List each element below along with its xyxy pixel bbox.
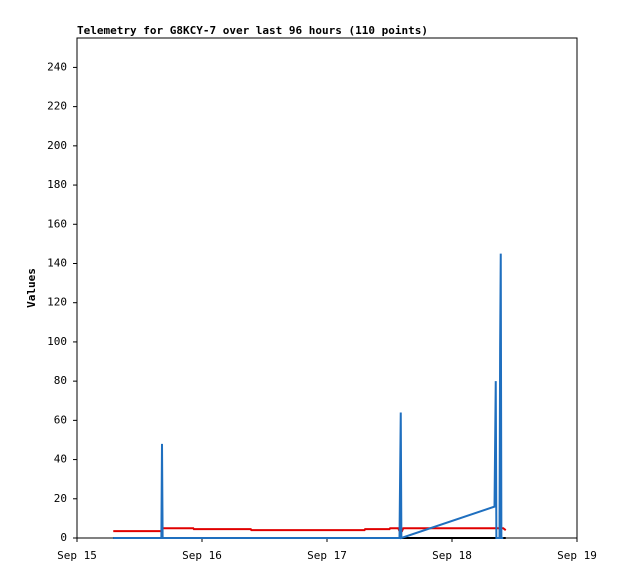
- y-tick-label: 80: [54, 374, 67, 387]
- y-tick-label: 160: [47, 217, 67, 230]
- y-tick-label: 140: [47, 256, 67, 269]
- y-tick-label: 240: [47, 60, 67, 73]
- y-tick-label: 200: [47, 139, 67, 152]
- y-tick-label: 120: [47, 296, 67, 309]
- x-tick-label: Sep 17: [307, 549, 347, 562]
- y-tick-label: 220: [47, 100, 67, 113]
- y-tick-label: 20: [54, 492, 67, 505]
- x-tick-label: Sep 18: [432, 549, 472, 562]
- y-tick-label: 40: [54, 453, 67, 466]
- y-tick-label: 60: [54, 413, 67, 426]
- x-tick-label: Sep 16: [182, 549, 222, 562]
- data-line: [113, 253, 504, 540]
- data-line: [113, 527, 507, 533]
- y-axis-label: Values: [25, 268, 38, 308]
- y-tick-label: 180: [47, 178, 67, 191]
- y-tick-label: 100: [47, 335, 67, 348]
- x-tick-label: Sep 19: [557, 549, 597, 562]
- x-tick-label: Sep 15: [57, 549, 97, 562]
- y-tick-label: 0: [60, 531, 67, 544]
- chart-title: Telemetry for G8KCY-7 over last 96 hours…: [77, 24, 428, 37]
